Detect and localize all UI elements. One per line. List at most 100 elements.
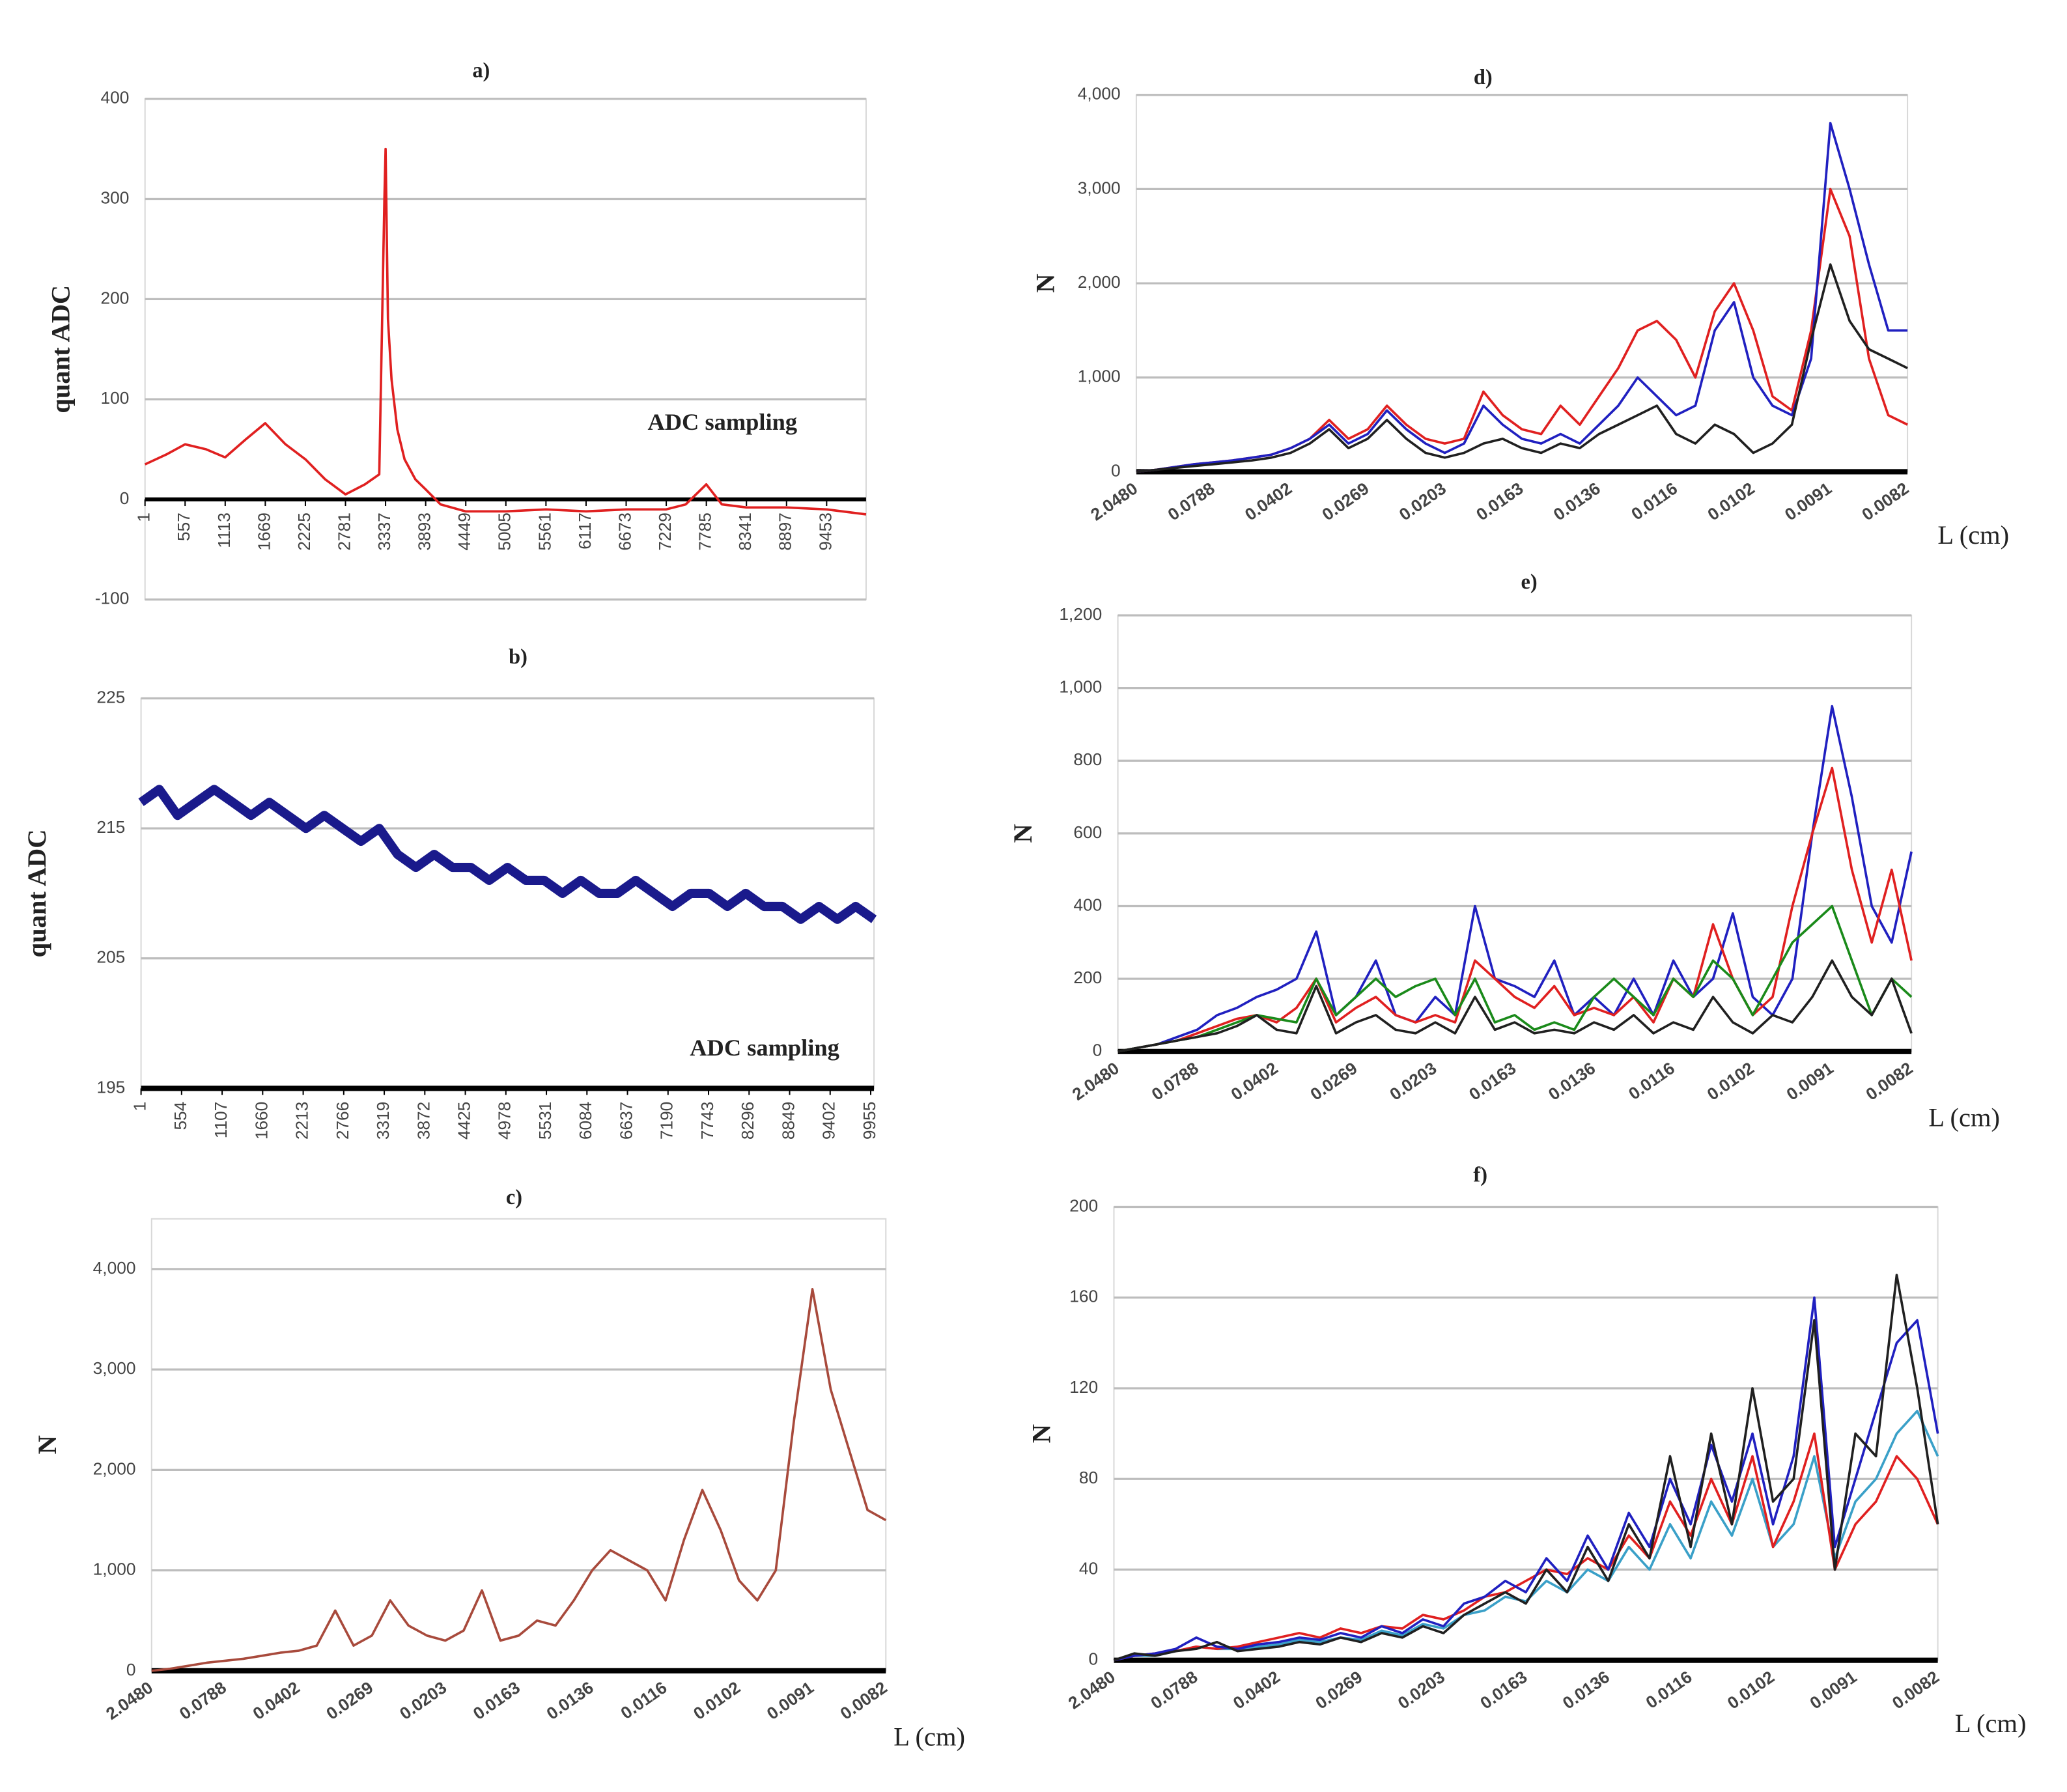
x-tick-label: 554 xyxy=(171,1102,190,1130)
x-tick-label: 0.0136 xyxy=(543,1677,597,1724)
chart-title: b) xyxy=(509,645,527,669)
x-tick-label: 0.0788 xyxy=(1147,1667,1201,1713)
y-tick-label: 4,000 xyxy=(1078,84,1121,104)
x-tick-label: 5005 xyxy=(495,512,514,551)
x-tick-label: 0.0788 xyxy=(1148,1058,1202,1104)
x-axis-label: L (cm) xyxy=(1928,1102,2000,1132)
series-line xyxy=(151,1288,887,1672)
x-tick-label: 557 xyxy=(174,512,193,541)
x-tick-label: 3337 xyxy=(374,512,394,551)
series-line xyxy=(1136,122,1908,473)
x-tick-label: 0.0102 xyxy=(690,1677,744,1724)
x-tick-label: 9955 xyxy=(860,1102,879,1140)
x-tick-label: 3319 xyxy=(373,1102,393,1140)
x-tick-label: 0.0116 xyxy=(617,1677,671,1723)
x-tick-label: 3893 xyxy=(415,512,434,551)
x-tick-label: 0.0163 xyxy=(1476,1667,1530,1713)
y-tick-label: 215 xyxy=(96,817,125,837)
x-tick-label: 0.0136 xyxy=(1559,1667,1613,1713)
x-tick-label: 7229 xyxy=(655,512,675,551)
y-tick-label: 400 xyxy=(100,88,129,107)
x-tick-label: 0.0402 xyxy=(1241,479,1295,525)
x-tick-label: 0.0269 xyxy=(322,1677,376,1724)
series-line xyxy=(1136,188,1908,473)
x-tick-label: 0.0788 xyxy=(176,1677,230,1724)
y-axis-label: quant ADC xyxy=(46,285,75,413)
x-tick-label: 2.0480 xyxy=(1065,1667,1119,1713)
x-tick-label: 2225 xyxy=(294,512,314,551)
plot-frame xyxy=(150,1218,887,1672)
x-tick-label: 0.0402 xyxy=(249,1677,303,1724)
x-tick-label: 0.0269 xyxy=(1306,1058,1360,1104)
x-tick-label: 0.0163 xyxy=(1465,1058,1519,1104)
x-tick-label: 6117 xyxy=(575,512,595,550)
chart-title: a) xyxy=(472,59,490,83)
y-tick-label: 1,000 xyxy=(1078,367,1121,386)
x-tick-label: 0.0269 xyxy=(1312,1667,1366,1713)
series-line xyxy=(1114,1432,1939,1662)
y-tick-label: 1,000 xyxy=(93,1560,136,1579)
x-tick-label: 3872 xyxy=(414,1102,433,1140)
y-tick-label: 120 xyxy=(1069,1377,1098,1397)
x-tick-label: 0.0402 xyxy=(1230,1667,1284,1713)
x-tick-label: 9453 xyxy=(815,512,835,551)
annotation: ADC sampling xyxy=(647,409,797,435)
y-tick-label: 0 xyxy=(1089,1649,1099,1669)
chart-title: c) xyxy=(506,1186,522,1209)
x-tick-label: 0.0116 xyxy=(1625,1058,1678,1104)
x-tick-label: 0.0203 xyxy=(1396,479,1450,525)
y-tick-label: 80 xyxy=(1079,1468,1098,1487)
x-tick-label: 0.0203 xyxy=(1386,1058,1440,1104)
annotation: ADC sampling xyxy=(690,1035,839,1061)
x-tick-label: 0.0788 xyxy=(1164,479,1218,525)
y-tick-label: 200 xyxy=(100,288,129,307)
x-axis-label: L (cm) xyxy=(1937,520,2009,550)
y-tick-label: -100 xyxy=(95,589,130,608)
x-tick-label: 2213 xyxy=(292,1102,312,1140)
x-tick-label: 4449 xyxy=(455,512,474,551)
y-tick-label: 40 xyxy=(1079,1558,1098,1578)
y-axis-label: N xyxy=(1008,824,1037,843)
y-axis-label: N xyxy=(1026,1424,1056,1443)
y-tick-label: 300 xyxy=(100,188,129,208)
x-tick-label: 1113 xyxy=(214,512,234,548)
y-tick-label: 200 xyxy=(1073,968,1102,987)
x-tick-label: 8897 xyxy=(776,512,795,551)
x-tick-label: 0.0116 xyxy=(1642,1667,1696,1713)
y-tick-label: 2,000 xyxy=(1078,272,1121,292)
plot-frame xyxy=(140,697,875,1089)
y-axis-label: quant ADC xyxy=(22,830,51,958)
x-tick-label: 8296 xyxy=(738,1102,757,1140)
series-line xyxy=(1118,959,1913,1053)
x-tick-label: 1669 xyxy=(254,512,274,551)
x-tick-label: 2.0480 xyxy=(1069,1058,1123,1104)
y-axis-label: N xyxy=(1031,273,1060,292)
x-tick-label: 1 xyxy=(134,512,154,522)
y-tick-label: 3,000 xyxy=(93,1358,136,1378)
x-tick-label: 5561 xyxy=(535,512,554,551)
x-tick-label: 0.0091 xyxy=(1781,479,1835,525)
y-tick-label: 1,000 xyxy=(1059,677,1102,697)
y-tick-label: 0 xyxy=(126,1660,136,1679)
x-tick-label: 0.0163 xyxy=(470,1677,524,1724)
x-tick-label: 0.0102 xyxy=(1724,1667,1778,1713)
y-tick-label: 4,000 xyxy=(93,1258,136,1278)
x-tick-label: 0.0116 xyxy=(1627,479,1681,524)
x-tick-label: 1660 xyxy=(251,1102,271,1140)
y-tick-label: 1,200 xyxy=(1059,604,1102,624)
x-tick-label: 4425 xyxy=(455,1102,474,1140)
x-tick-label: 0.0102 xyxy=(1704,479,1758,525)
x-tick-label: 0.0102 xyxy=(1704,1058,1758,1104)
x-tick-label: 6084 xyxy=(576,1102,595,1140)
x-tick-label: 0.0091 xyxy=(763,1677,817,1724)
y-tick-label: 225 xyxy=(96,687,125,707)
y-tick-label: 2,000 xyxy=(93,1459,136,1478)
x-tick-label: 0.0082 xyxy=(1862,1058,1916,1104)
x-tick-label: 0.0091 xyxy=(1806,1667,1860,1713)
x-axis-label: L (cm) xyxy=(893,1722,965,1751)
x-tick-label: 2.0480 xyxy=(1087,479,1141,525)
x-tick-label: 6673 xyxy=(615,512,634,551)
y-tick-label: 0 xyxy=(120,488,130,508)
y-tick-label: 160 xyxy=(1069,1287,1098,1306)
